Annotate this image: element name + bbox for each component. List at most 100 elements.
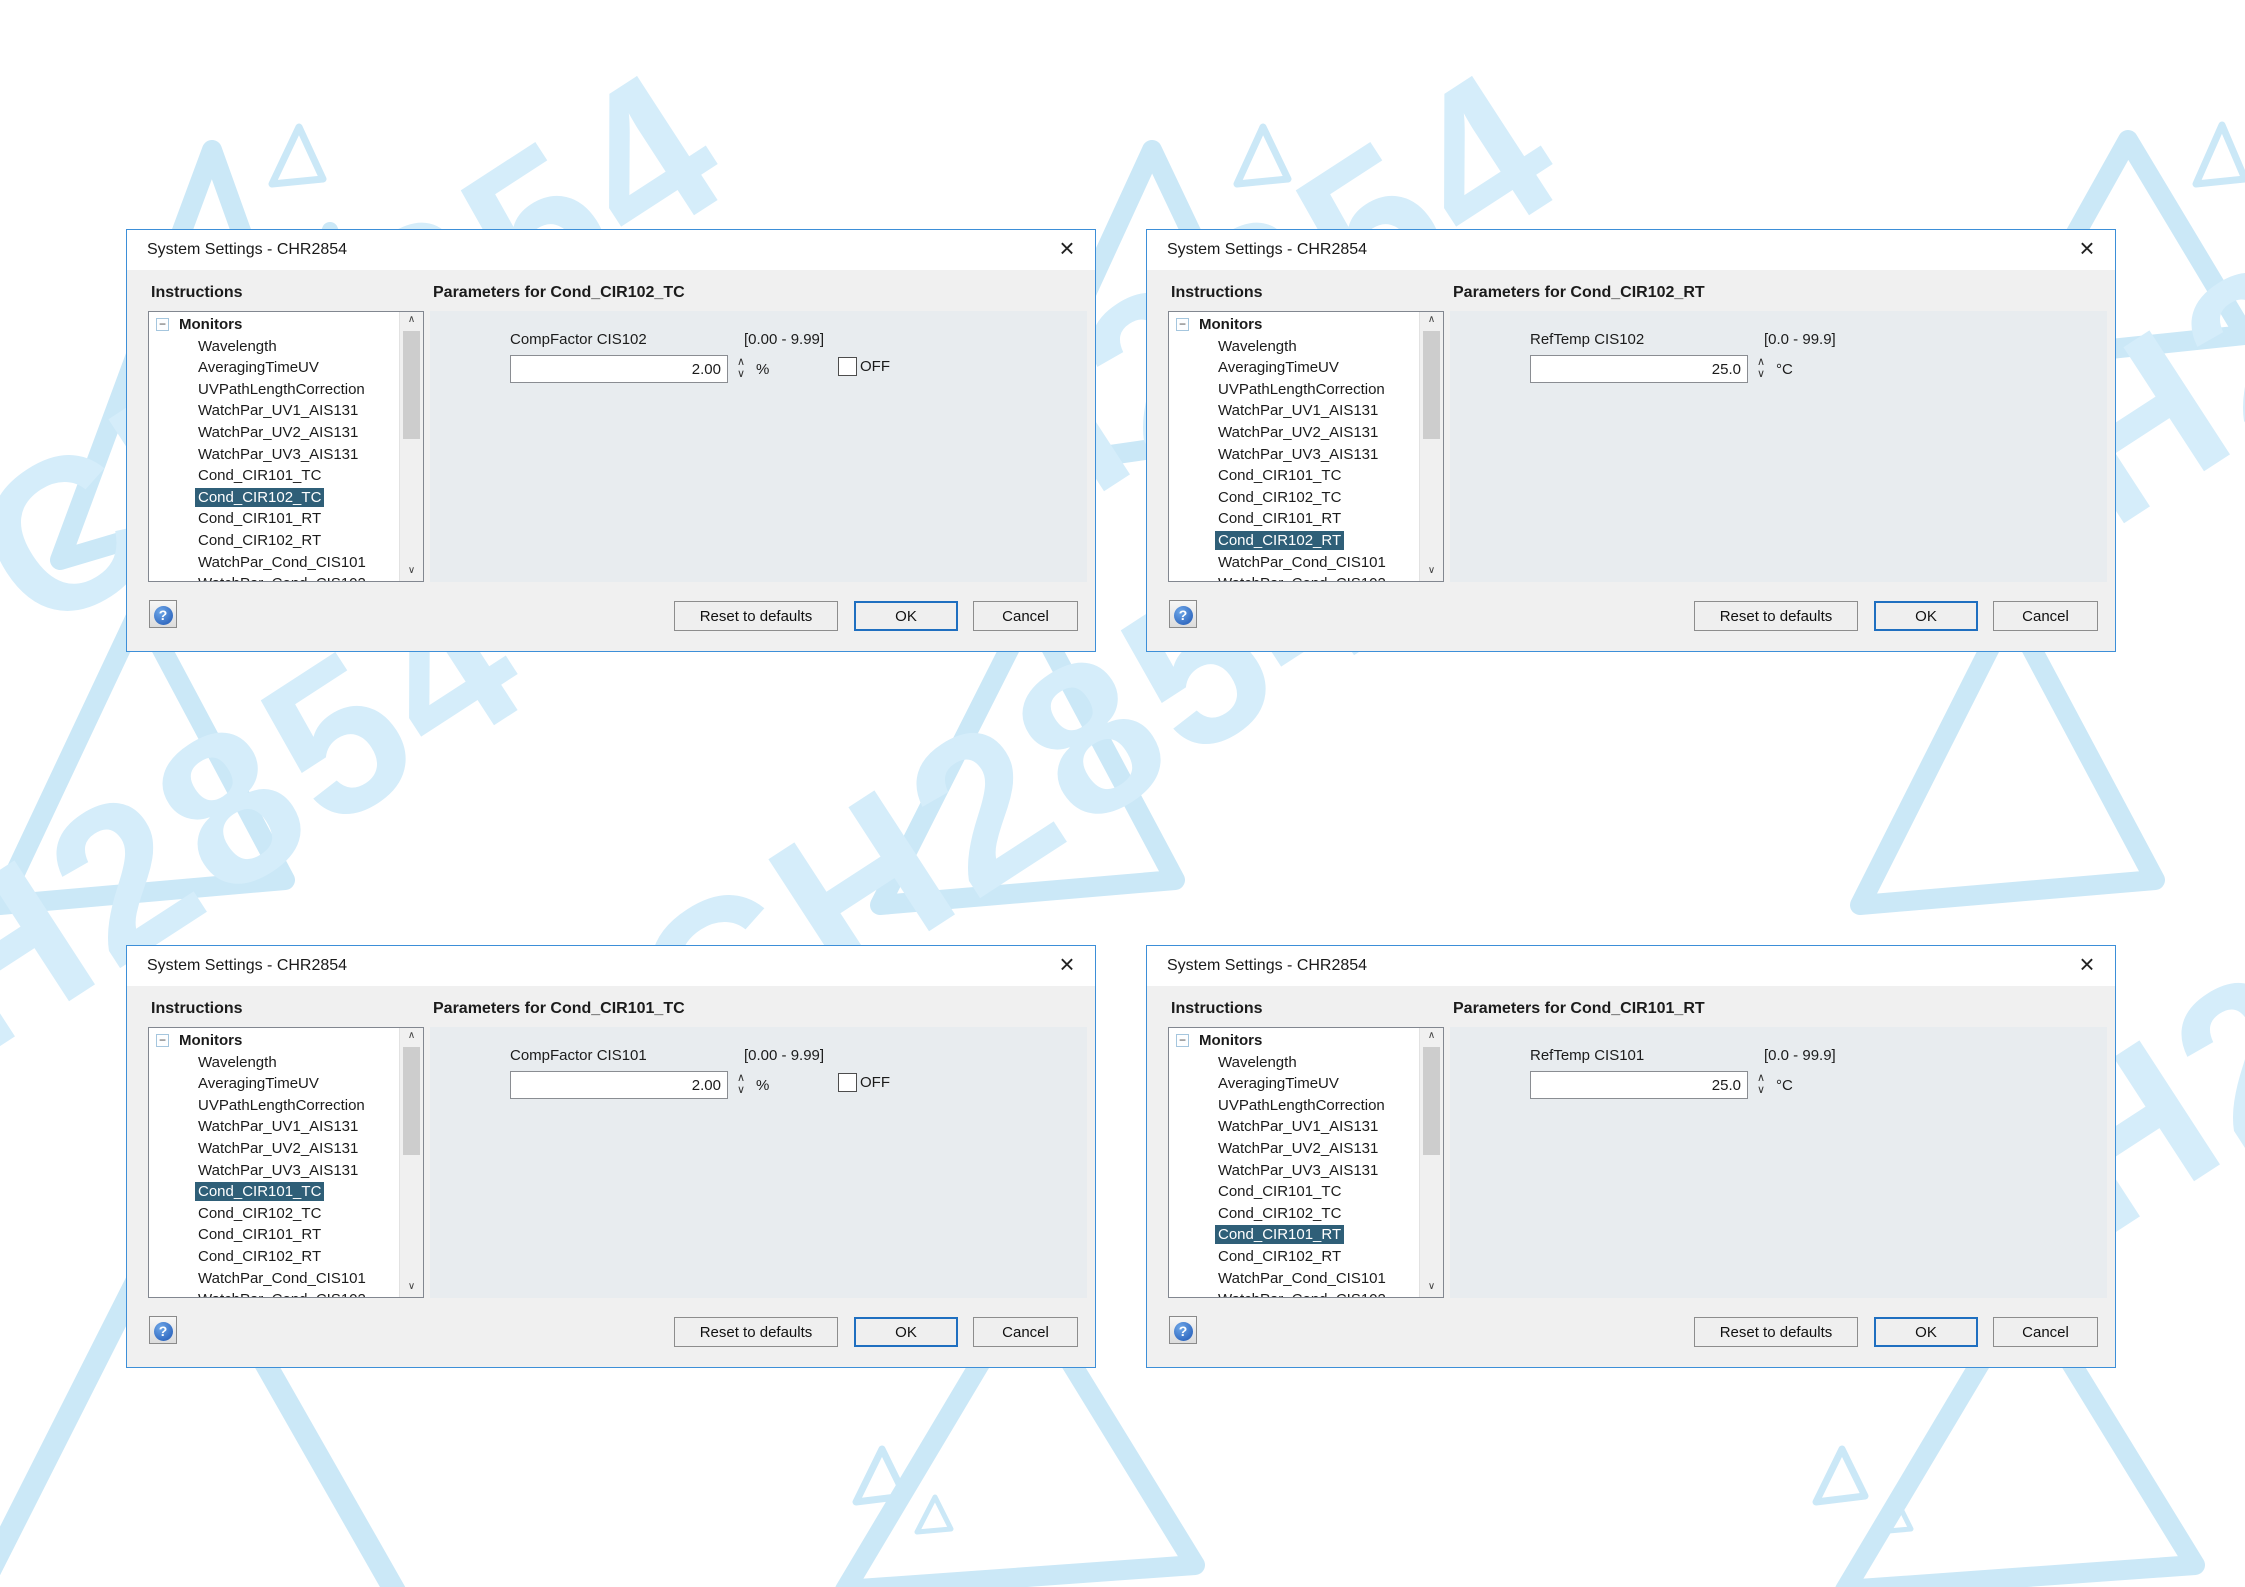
tree-item[interactable]: Cond_CIR102_TC (1218, 488, 1342, 506)
tree-item[interactable]: WatchPar_UV3_AIS131 (198, 1161, 359, 1179)
tree-item[interactable]: Wavelength (198, 337, 277, 355)
close-icon[interactable]: × (2079, 233, 2095, 263)
tree-row[interactable]: WatchPar_UV2_AIS131 (1169, 1138, 1443, 1160)
ok-button[interactable]: OK (1874, 1317, 1978, 1347)
tree-root-monitors[interactable]: Monitors (1199, 1032, 1263, 1049)
tree-row[interactable]: AveragingTimeUV (1169, 1073, 1443, 1095)
tree-row[interactable]: Cond_CIR102_RT (1169, 1246, 1443, 1268)
tree-row[interactable]: WatchPar_Cond_CIS102 (1169, 573, 1443, 581)
ok-button[interactable]: OK (854, 1317, 958, 1347)
tree-row[interactable]: WatchPar_Cond_CIS101 (1169, 552, 1443, 574)
tree-row[interactable]: WatchPar_UV2_AIS131 (149, 1138, 423, 1160)
tree-item[interactable]: WatchPar_Cond_CIS102 (195, 574, 369, 581)
tree-item[interactable]: WatchPar_Cond_CIS101 (198, 1269, 366, 1287)
tree-root-row[interactable]: − Monitors (149, 314, 423, 336)
tree-row[interactable]: AveragingTimeUV (149, 1073, 423, 1095)
cancel-button[interactable]: Cancel (1993, 1317, 2098, 1347)
param-value-input[interactable] (510, 355, 728, 383)
tree-item[interactable]: WatchPar_UV2_AIS131 (1218, 423, 1379, 441)
tree-row[interactable]: WatchPar_UV1_AIS131 (149, 400, 423, 422)
scrollbar-thumb[interactable] (403, 331, 420, 439)
tree-row[interactable]: Cond_CIR101_TC (149, 465, 423, 487)
tree-row[interactable]: UVPathLengthCorrection (1169, 1095, 1443, 1117)
tree-root-row[interactable]: − Monitors (1169, 1030, 1443, 1052)
dialog-titlebar[interactable]: System Settings - CHR2854 × (127, 946, 1095, 986)
tree-scrollbar[interactable]: ∧ ∨ (399, 1028, 423, 1297)
tree-row[interactable]: WatchPar_Cond_CIS102 (149, 1289, 423, 1297)
cancel-button[interactable]: Cancel (1993, 601, 2098, 631)
help-button[interactable]: ? (149, 1316, 177, 1344)
scrollbar-thumb[interactable] (1423, 1047, 1440, 1155)
tree-row[interactable]: WatchPar_UV2_AIS131 (1169, 422, 1443, 444)
value-spinner[interactable]: ∧ ∨ (732, 356, 750, 384)
tree-scrollbar[interactable]: ∧ ∨ (1419, 312, 1443, 581)
tree-item[interactable]: WatchPar_Cond_CIS102 (1215, 574, 1389, 581)
tree-row[interactable]: Cond_CIR102_TC (1169, 487, 1443, 509)
ok-button[interactable]: OK (854, 601, 958, 631)
tree-root-monitors[interactable]: Monitors (179, 1032, 243, 1049)
dialog-titlebar[interactable]: System Settings - CHR2854 × (1147, 230, 2115, 270)
tree-root-row[interactable]: − Monitors (149, 1030, 423, 1052)
tree-item[interactable]: WatchPar_UV3_AIS131 (1218, 1161, 1379, 1179)
off-checkbox[interactable] (838, 357, 857, 376)
tree-item[interactable]: Cond_CIR102_RT (198, 1247, 322, 1265)
tree-row[interactable]: WatchPar_Cond_CIS101 (1169, 1268, 1443, 1290)
tree-row[interactable]: WatchPar_UV1_AIS131 (1169, 1116, 1443, 1138)
tree-row[interactable]: WatchPar_Cond_CIS102 (1169, 1289, 1443, 1297)
scrollbar-thumb[interactable] (1423, 331, 1440, 439)
tree-item[interactable]: Cond_CIR102_TC (198, 1204, 322, 1222)
scroll-down-icon[interactable]: ∨ (1427, 565, 1436, 576)
scroll-down-icon[interactable]: ∨ (1427, 1281, 1436, 1292)
param-value-input[interactable] (1530, 1071, 1748, 1099)
reset-to-defaults-button[interactable]: Reset to defaults (674, 1317, 838, 1347)
dialog-titlebar[interactable]: System Settings - CHR2854 × (1147, 946, 2115, 986)
tree-row[interactable]: WatchPar_Cond_CIS101 (149, 1268, 423, 1290)
tree-row[interactable]: Cond_CIR102_TC (149, 1203, 423, 1225)
tree-item[interactable]: Cond_CIR102_TC (195, 487, 325, 507)
collapse-icon[interactable]: − (156, 318, 169, 331)
tree-item[interactable]: UVPathLengthCorrection (1218, 380, 1385, 398)
tree-row[interactable]: WatchPar_UV1_AIS131 (149, 1116, 423, 1138)
tree-row[interactable]: Cond_CIR101_RT (149, 1224, 423, 1246)
tree-item[interactable]: Cond_CIR101_TC (195, 1182, 325, 1202)
spin-down-icon[interactable]: ∨ (736, 1084, 746, 1096)
tree-row[interactable]: WatchPar_UV3_AIS131 (149, 1160, 423, 1182)
instructions-tree[interactable]: − Monitors Wavelength AveragingTimeUV UV… (148, 311, 424, 582)
tree-item[interactable]: Cond_CIR101_TC (198, 467, 322, 485)
tree-row[interactable]: Cond_CIR101_RT (1169, 508, 1443, 530)
tree-item[interactable]: Wavelength (1218, 1053, 1297, 1071)
tree-row[interactable]: Wavelength (1169, 1052, 1443, 1074)
tree-row[interactable]: AveragingTimeUV (1169, 357, 1443, 379)
tree-item[interactable]: UVPathLengthCorrection (1218, 1096, 1385, 1114)
tree-row[interactable]: WatchPar_Cond_CIS102 (149, 573, 423, 581)
tree-row[interactable]: Cond_CIR101_TC (149, 1181, 423, 1203)
tree-row[interactable]: Cond_CIR102_RT (149, 530, 423, 552)
tree-row[interactable]: Cond_CIR101_TC (1169, 1181, 1443, 1203)
tree-item[interactable]: AveragingTimeUV (1218, 1075, 1339, 1093)
tree-row[interactable]: Cond_CIR101_TC (1169, 465, 1443, 487)
tree-item[interactable]: Cond_CIR101_RT (198, 510, 322, 528)
tree-row[interactable]: Wavelength (1169, 336, 1443, 358)
tree-row[interactable]: UVPathLengthCorrection (1169, 379, 1443, 401)
tree-row[interactable]: WatchPar_UV3_AIS131 (1169, 1160, 1443, 1182)
tree-item[interactable]: Cond_CIR101_TC (1218, 1183, 1342, 1201)
tree-root-monitors[interactable]: Monitors (1199, 316, 1263, 333)
tree-item[interactable]: Wavelength (198, 1053, 277, 1071)
tree-scrollbar[interactable]: ∧ ∨ (399, 312, 423, 581)
tree-row[interactable]: Cond_CIR102_TC (1169, 1203, 1443, 1225)
tree-row[interactable]: Cond_CIR102_RT (1169, 530, 1443, 552)
tree-item[interactable]: WatchPar_UV1_AIS131 (198, 402, 359, 420)
tree-item[interactable]: UVPathLengthCorrection (198, 380, 365, 398)
tree-item[interactable]: WatchPar_Cond_CIS101 (1218, 553, 1386, 571)
help-button[interactable]: ? (1169, 600, 1197, 628)
dialog-titlebar[interactable]: System Settings - CHR2854 × (127, 230, 1095, 270)
scroll-down-icon[interactable]: ∨ (407, 565, 416, 576)
tree-row[interactable]: AveragingTimeUV (149, 357, 423, 379)
reset-to-defaults-button[interactable]: Reset to defaults (1694, 1317, 1858, 1347)
tree-item[interactable]: Cond_CIR101_RT (198, 1226, 322, 1244)
tree-row[interactable]: WatchPar_UV1_AIS131 (1169, 400, 1443, 422)
spin-up-icon[interactable]: ∧ (1756, 356, 1766, 368)
help-button[interactable]: ? (149, 600, 177, 628)
param-value-input[interactable] (1530, 355, 1748, 383)
tree-row[interactable]: WatchPar_Cond_CIS101 (149, 552, 423, 574)
